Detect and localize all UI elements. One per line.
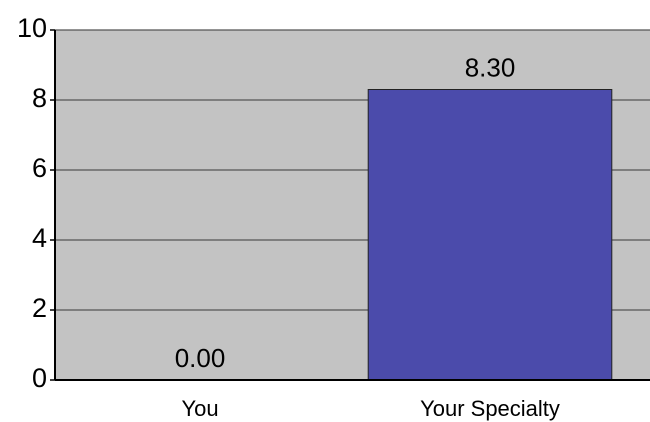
x-tick-label: You — [181, 396, 218, 421]
y-tick-label: 10 — [17, 13, 47, 43]
y-tick-label: 6 — [32, 153, 47, 183]
y-tick-label: 0 — [32, 363, 47, 393]
bar — [367, 89, 613, 381]
x-tick-label: Your Specialty — [420, 396, 560, 421]
y-tick-label: 8 — [32, 83, 47, 113]
value-label: 8.30 — [465, 52, 516, 82]
value-label: 0.00 — [175, 343, 226, 373]
y-tick-label: 4 — [32, 223, 47, 253]
y-tick-label: 2 — [32, 293, 47, 323]
